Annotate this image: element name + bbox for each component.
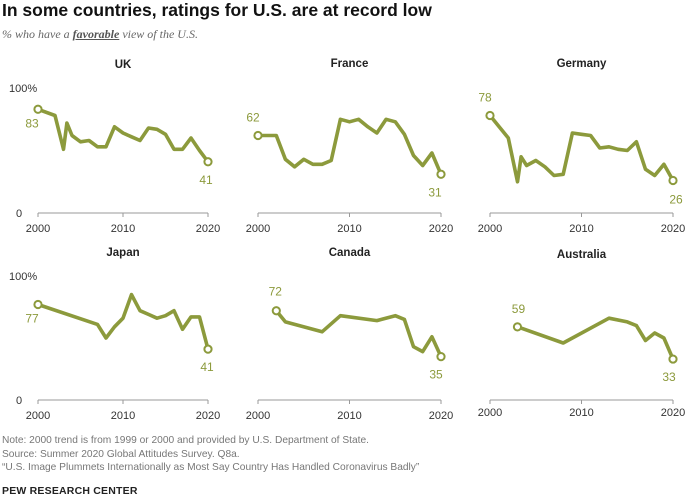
panel-france: France 2000 2010 2020 62 31 bbox=[246, 58, 453, 235]
end-point-marker bbox=[436, 169, 446, 179]
end-point-marker bbox=[203, 344, 213, 354]
x-tick-label: 2000 bbox=[26, 223, 50, 235]
x-tick-label: 2020 bbox=[429, 410, 453, 422]
series-line-france bbox=[256, 117, 443, 177]
series-line-uk bbox=[36, 107, 210, 164]
end-value-label: 26 bbox=[669, 193, 683, 207]
end-point-marker bbox=[668, 175, 678, 186]
source-line: Source: Summer 2020 Global Attitudes Sur… bbox=[2, 448, 240, 460]
x-tick-label: 2000 bbox=[246, 223, 270, 235]
panel-title-canada: Canada bbox=[329, 247, 371, 259]
series-line-germany bbox=[488, 113, 675, 184]
start-value-label: 62 bbox=[246, 111, 260, 125]
panel-title-australia: Australia bbox=[557, 249, 607, 261]
chart-subtitle: % who have a favorable view of the U.S. bbox=[2, 27, 198, 42]
y-tick-label-top: 100% bbox=[9, 83, 37, 95]
start-point-marker bbox=[253, 130, 263, 141]
start-point-marker bbox=[485, 110, 495, 121]
panel-australia: Australia 2000 2010 2020 59 33 bbox=[478, 249, 685, 419]
start-point-marker bbox=[33, 299, 43, 310]
panel-title-france: France bbox=[331, 58, 369, 70]
x-tick-label: 2010 bbox=[111, 223, 135, 235]
panel-uk: UK 100% 0 2000 2010 2020 83 41 bbox=[9, 59, 220, 235]
panel-canada: Canada 2000 2010 2020 72 35 bbox=[246, 247, 453, 422]
series-line-canada bbox=[274, 308, 443, 359]
panel-japan: Japan 100% 0 2000 2010 2020 77 41 bbox=[9, 247, 220, 422]
start-value-label: 83 bbox=[25, 116, 39, 130]
x-tick-label: 2000 bbox=[246, 410, 270, 422]
x-tick-label: 2010 bbox=[111, 410, 135, 422]
x-tick-label: 2000 bbox=[26, 410, 50, 422]
x-tick-label: 2020 bbox=[661, 223, 685, 235]
x-tick-label: 2010 bbox=[337, 410, 361, 422]
note-line: Note: 2000 trend is from 1999 or 2000 an… bbox=[2, 435, 369, 446]
start-value-label: 72 bbox=[269, 285, 283, 299]
start-value-label: 78 bbox=[478, 91, 492, 105]
x-tick-label: 2020 bbox=[429, 223, 453, 235]
start-point-marker bbox=[33, 104, 43, 114]
end-value-label: 41 bbox=[200, 360, 214, 374]
x-tick-label: 2020 bbox=[661, 407, 685, 419]
end-value-label: 31 bbox=[428, 185, 442, 199]
start-point-marker bbox=[512, 322, 523, 332]
x-tick-label: 2020 bbox=[196, 410, 220, 422]
panel-germany: Germany 2000 2010 2020 78 26 bbox=[478, 58, 685, 235]
series-line-australia bbox=[515, 316, 675, 361]
x-tick-label: 2010 bbox=[337, 223, 361, 235]
x-tick-label: 2000 bbox=[478, 223, 502, 235]
subtitle-emphasis: favorable bbox=[72, 27, 120, 41]
start-value-label: 59 bbox=[512, 302, 526, 316]
notes-block: Note: 2000 trend is from 1999 or 2000 an… bbox=[2, 434, 419, 475]
panel-title-japan: Japan bbox=[106, 247, 139, 259]
end-value-label: 41 bbox=[199, 173, 213, 187]
x-tick-label: 2010 bbox=[569, 407, 593, 419]
panel-title-uk: UK bbox=[115, 59, 132, 71]
y-tick-label-zero: 0 bbox=[16, 208, 22, 220]
end-point-marker bbox=[436, 352, 446, 362]
x-tick-label: 2010 bbox=[569, 223, 593, 235]
end-point-marker bbox=[203, 157, 213, 167]
panel-title-germany: Germany bbox=[557, 58, 607, 70]
end-value-label: 35 bbox=[429, 368, 443, 382]
start-value-label: 77 bbox=[25, 312, 39, 326]
series-line-japan bbox=[36, 292, 210, 352]
subtitle-prefix: % who have a bbox=[2, 27, 73, 41]
chart-title: In some countries, ratings for U.S. are … bbox=[2, 0, 432, 20]
end-point-marker bbox=[668, 354, 678, 364]
brand-label: PEW RESEARCH CENTER bbox=[2, 485, 138, 497]
x-tick-label: 2000 bbox=[478, 407, 502, 419]
subtitle-suffix: view of the U.S. bbox=[119, 27, 198, 41]
report-title-line: “U.S. Image Plummets Internationally as … bbox=[2, 462, 420, 473]
start-point-marker bbox=[271, 306, 281, 316]
small-multiples-chart: UK 100% 0 2000 2010 2020 83 41 France 2000 2010 202… bbox=[9, 58, 685, 422]
y-tick-label-top: 100% bbox=[9, 271, 37, 283]
x-tick-label: 2020 bbox=[196, 223, 220, 235]
y-tick-label-zero: 0 bbox=[16, 395, 22, 407]
end-value-label: 33 bbox=[662, 370, 676, 384]
